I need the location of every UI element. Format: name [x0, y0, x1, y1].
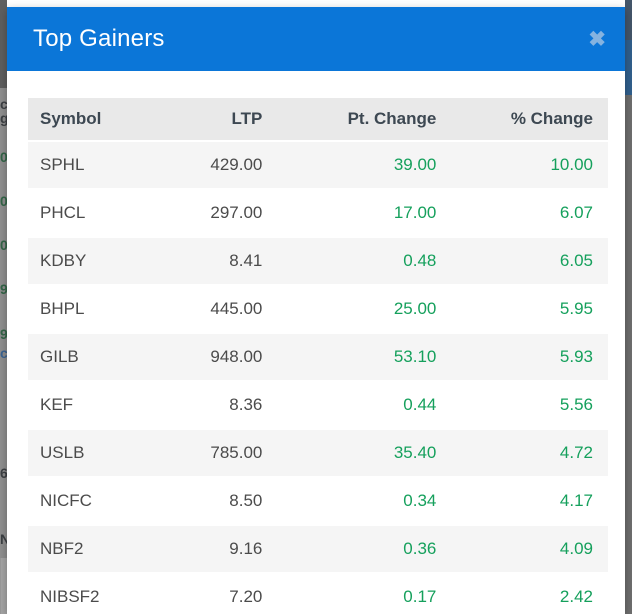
table-row: SPHL 429.00 39.00 10.00	[28, 141, 608, 190]
table-header-row: Symbol LTP Pt. Change % Change	[28, 98, 608, 142]
column-header-pt-change: Pt. Change	[277, 98, 452, 142]
modal-body: Symbol LTP Pt. Change % Change SPHL 429.…	[7, 71, 625, 614]
ltp-cell: 445.00	[167, 285, 278, 334]
pt-change-cell: 25.00	[277, 285, 452, 334]
symbol-cell: GILB	[28, 333, 168, 382]
pct-change-cell: 10.00	[451, 141, 608, 190]
top-gainers-modal: Top Gainers ✖ Symbol LTP Pt. Change % Ch…	[7, 7, 625, 614]
symbol-cell: SPHL	[28, 141, 168, 190]
pct-change-cell: 6.05	[451, 237, 608, 286]
table-row: NIBSF2 7.20 0.17 2.42	[28, 573, 608, 614]
pct-change-cell: 5.95	[451, 285, 608, 334]
pt-change-cell: 35.40	[277, 429, 452, 478]
backdrop-text-fragment: 6	[0, 465, 7, 481]
pt-change-cell: 53.10	[277, 333, 452, 382]
table-row: BHPL 445.00 25.00 5.95	[28, 285, 608, 334]
backdrop-segment	[625, 0, 632, 40]
ltp-cell: 8.50	[167, 477, 278, 526]
backdrop-right-strip	[625, 0, 632, 614]
symbol-cell: BHPL	[28, 285, 168, 334]
ltp-cell: 948.00	[167, 333, 278, 382]
pct-change-cell: 4.17	[451, 477, 608, 526]
pct-change-cell: 2.42	[451, 573, 608, 614]
pt-change-cell: 0.44	[277, 381, 452, 430]
pt-change-cell: 17.00	[277, 189, 452, 238]
modal-title: Top Gainers	[33, 25, 165, 52]
pt-change-cell: 0.34	[277, 477, 452, 526]
table-row: KEF 8.36 0.44 5.56	[28, 381, 608, 430]
pt-change-cell: 0.36	[277, 525, 452, 574]
ltp-cell: 8.36	[167, 381, 278, 430]
column-header-ltp: LTP	[167, 98, 278, 142]
backdrop-segment	[0, 88, 7, 558]
column-header-pct-change: % Change	[451, 98, 608, 142]
close-icon[interactable]: ✖	[588, 27, 606, 51]
symbol-cell: KEF	[28, 381, 168, 430]
pct-change-cell: 5.93	[451, 333, 608, 382]
symbol-cell: NICFC	[28, 477, 168, 526]
pt-change-cell: 0.17	[277, 573, 452, 614]
table-row: NICFC 8.50 0.34 4.17	[28, 477, 608, 526]
pt-change-cell: 0.48	[277, 237, 452, 286]
ltp-cell: 785.00	[167, 429, 278, 478]
backdrop-text-fragment: c	[0, 96, 7, 112]
backdrop-segment	[625, 40, 632, 95]
modal-header: Top Gainers ✖	[7, 7, 625, 71]
ltp-cell: 7.20	[167, 573, 278, 614]
pct-change-cell: 4.09	[451, 525, 608, 574]
pct-change-cell: 4.72	[451, 429, 608, 478]
table-row: USLB 785.00 35.40 4.72	[28, 429, 608, 478]
table-row: NBF2 9.16 0.36 4.09	[28, 525, 608, 574]
backdrop-text-fragment: 9	[0, 326, 7, 342]
table-row: KDBY 8.41 0.48 6.05	[28, 237, 608, 286]
symbol-cell: USLB	[28, 429, 168, 478]
backdrop-segment	[0, 0, 7, 88]
column-header-symbol: Symbol	[28, 98, 168, 142]
backdrop-text-fragment: 9	[0, 281, 7, 297]
backdrop-text-fragment: 0	[0, 237, 7, 253]
backdrop-text-fragment: g	[0, 110, 7, 126]
ltp-cell: 8.41	[167, 237, 278, 286]
symbol-cell: NBF2	[28, 525, 168, 574]
ltp-cell: 429.00	[167, 141, 278, 190]
pct-change-cell: 5.56	[451, 381, 608, 430]
table-row: GILB 948.00 53.10 5.93	[28, 333, 608, 382]
backdrop-text-fragment: 0	[0, 149, 7, 165]
pt-change-cell: 39.00	[277, 141, 452, 190]
symbol-cell: KDBY	[28, 237, 168, 286]
pct-change-cell: 6.07	[451, 189, 608, 238]
ltp-cell: 297.00	[167, 189, 278, 238]
backdrop-segment	[0, 558, 7, 614]
backdrop-text-fragment: 0	[0, 193, 7, 209]
backdrop-text-fragment: N	[0, 531, 7, 547]
top-gainers-table: Symbol LTP Pt. Change % Change SPHL 429.…	[28, 98, 608, 614]
backdrop-left-strip: c g 0 0 0 9 9 c 6 N	[0, 0, 7, 614]
backdrop-segment	[625, 95, 632, 614]
symbol-cell: PHCL	[28, 189, 168, 238]
ltp-cell: 9.16	[167, 525, 278, 574]
backdrop-text-fragment: c	[0, 345, 7, 361]
table-row: PHCL 297.00 17.00 6.07	[28, 189, 608, 238]
symbol-cell: NIBSF2	[28, 573, 168, 614]
